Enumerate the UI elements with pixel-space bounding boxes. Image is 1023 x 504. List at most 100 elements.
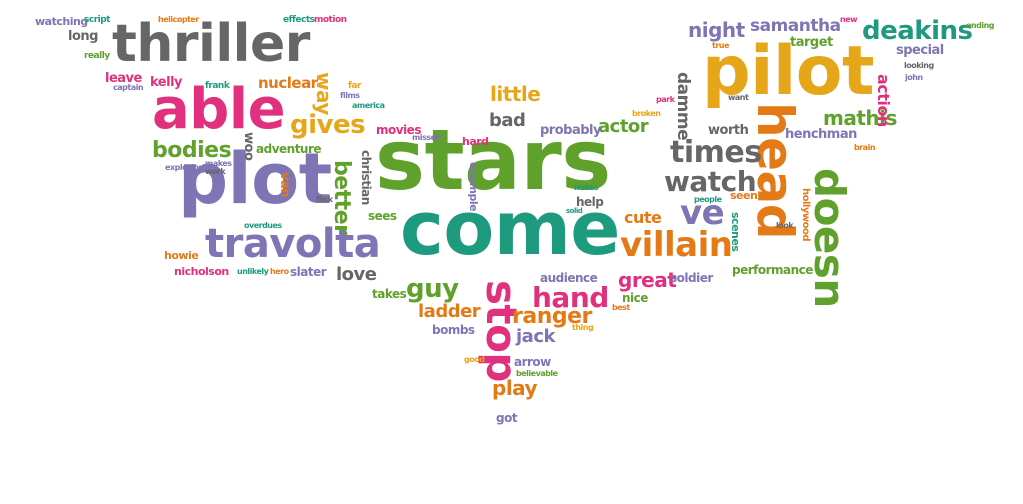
word-nicholson: nicholson xyxy=(174,265,229,278)
word-ladder: ladder xyxy=(418,301,481,322)
word-hollywood: hollywood xyxy=(800,188,811,241)
word-looking: looking xyxy=(904,61,934,70)
word-actor: actor xyxy=(598,116,649,137)
word-hard: hard xyxy=(462,135,489,148)
word-night: night xyxy=(688,18,745,42)
word-travolta: travolta xyxy=(205,221,381,267)
word-gives: gives xyxy=(290,110,366,140)
word-ve: ve xyxy=(680,193,725,233)
word-solid: solid xyxy=(566,207,583,215)
word-far: far xyxy=(348,81,361,91)
word-new: new xyxy=(840,15,858,24)
word-got: got xyxy=(496,411,518,425)
word-action: action xyxy=(874,74,893,127)
word-true: true xyxy=(712,41,729,50)
word-missed: missed xyxy=(412,133,441,142)
word-slater: slater xyxy=(290,265,327,279)
word-nukes: nukes xyxy=(574,183,599,192)
word-damme: damme xyxy=(673,72,693,141)
word-soldier: soldier xyxy=(670,271,713,285)
word-good: good xyxy=(464,355,485,364)
word-help: help xyxy=(576,195,604,209)
word-head: head xyxy=(746,102,804,240)
word-flick: flick xyxy=(316,195,333,204)
word-watching: watching xyxy=(35,15,88,28)
word-ending: ending xyxy=(966,21,995,30)
word-leave: leave xyxy=(105,71,142,86)
word-samantha: samantha xyxy=(750,16,841,36)
word-little: little xyxy=(490,82,541,106)
word-better: better xyxy=(329,160,354,235)
word-deakins: deakins xyxy=(862,16,973,46)
word-frank: frank xyxy=(205,81,230,91)
word-van: van xyxy=(277,172,292,198)
word-believable: believable xyxy=(516,369,558,378)
word-movies: movies xyxy=(376,123,421,137)
word-brain: brain xyxy=(854,143,876,152)
word-bad: bad xyxy=(489,110,526,131)
word-films: films xyxy=(340,91,360,100)
word-work: work xyxy=(205,167,226,176)
word-audience: audience xyxy=(540,271,598,285)
word-bodies: bodies xyxy=(152,138,232,163)
word-love: love xyxy=(336,264,377,285)
word-people: people xyxy=(694,195,722,204)
word-special: special xyxy=(896,43,944,58)
word-henchman: henchman xyxy=(785,127,857,142)
word-america: america xyxy=(352,101,385,110)
word-kelly: kelly xyxy=(150,75,183,90)
word-hand: hand xyxy=(532,281,609,314)
word-ranger: ranger xyxy=(512,304,592,329)
word-unlikely: unlikely xyxy=(237,267,269,276)
word-cute: cute xyxy=(624,208,662,227)
word-pilot: pilot xyxy=(702,32,875,111)
word-able: able xyxy=(152,77,286,142)
word-nice: nice xyxy=(622,291,648,305)
word-guy: guy xyxy=(406,274,459,304)
word-example: example xyxy=(467,162,480,212)
word-bombs: bombs xyxy=(432,323,475,337)
word-woo: woo xyxy=(241,132,256,161)
word-seen: seen xyxy=(730,189,758,202)
word-thing: thing xyxy=(572,323,594,332)
word-script: script xyxy=(84,15,110,25)
word-john: john xyxy=(905,73,923,82)
word-play: play xyxy=(492,376,538,400)
word-jack: jack xyxy=(516,326,555,347)
word-doesn: doesn xyxy=(805,168,854,308)
word-villain: villain xyxy=(620,225,733,265)
word-overdues: overdues xyxy=(244,221,282,230)
word-come: come xyxy=(400,186,621,272)
word-probably: probably xyxy=(540,123,601,138)
word-thriller: thriller xyxy=(112,14,310,74)
word-performance: performance xyxy=(732,263,813,277)
word-watch: watch xyxy=(664,165,757,198)
word-best: best xyxy=(612,303,630,312)
word-long: long xyxy=(68,29,98,44)
word-really: really xyxy=(84,51,110,61)
word-adventure: adventure xyxy=(256,142,322,156)
word-scenes: scenes xyxy=(729,212,742,252)
word-arrow: arrow xyxy=(514,355,551,369)
word-stars: stars xyxy=(375,111,611,209)
word-mathis: mathis xyxy=(823,106,897,130)
word-motion: motion xyxy=(314,15,347,25)
word-makes: makes xyxy=(205,159,232,168)
word-sees: sees xyxy=(368,209,397,223)
word-look: look xyxy=(776,221,794,230)
word-hero: hero xyxy=(270,267,289,276)
word-great: great xyxy=(618,268,677,292)
word-broken: broken xyxy=(632,109,661,118)
word-nuclear: nuclear xyxy=(258,74,318,92)
word-target: target xyxy=(790,35,833,50)
word-worth: worth xyxy=(708,123,749,138)
word-captain: captain xyxy=(113,83,144,92)
word-park: park xyxy=(656,95,675,104)
word-takes: takes xyxy=(372,287,407,301)
word-christian: christian xyxy=(359,150,373,205)
word-times: times xyxy=(670,135,762,170)
word-explosions: explosions xyxy=(165,163,209,172)
word-helicopter: helicopter xyxy=(158,15,199,24)
word-plot: plot xyxy=(178,138,332,220)
